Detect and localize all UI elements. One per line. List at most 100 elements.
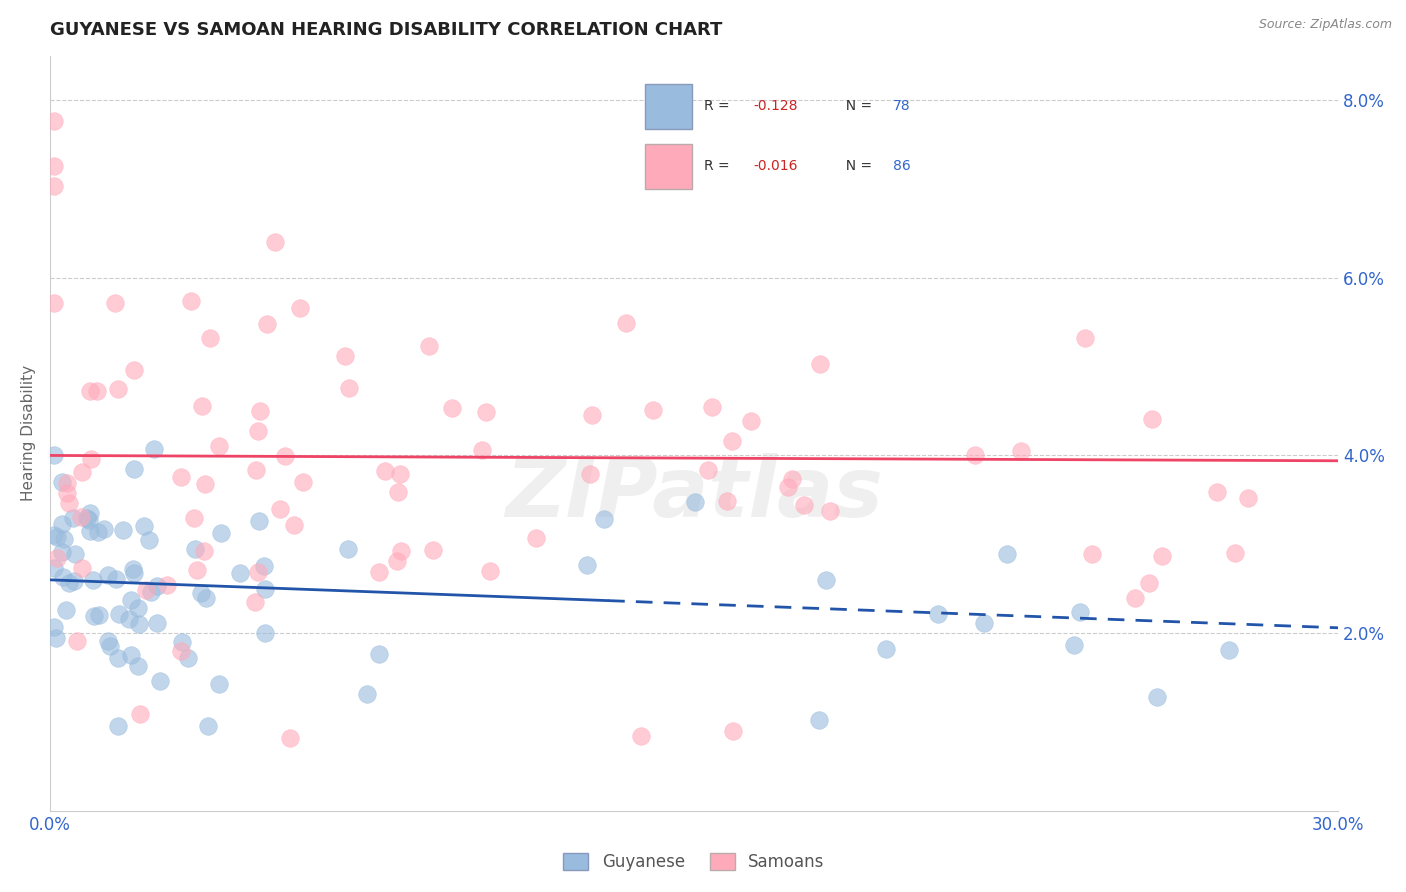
Point — [176, 650, 198, 665]
Point — [793, 498, 815, 512]
Point — [129, 706, 152, 721]
Point — [256, 317, 278, 331]
Point — [995, 547, 1018, 561]
Point — [965, 448, 987, 462]
Point — [1206, 485, 1229, 500]
Point — [42, 449, 65, 463]
Point — [254, 626, 277, 640]
Point — [87, 607, 110, 622]
Point — [475, 404, 498, 418]
Point — [51, 545, 73, 559]
Point — [62, 511, 84, 525]
Point — [592, 512, 614, 526]
Point — [97, 567, 120, 582]
Point — [122, 363, 145, 377]
Point — [721, 434, 744, 449]
Point — [193, 544, 215, 558]
Point — [385, 554, 408, 568]
Point — [139, 584, 162, 599]
Point — [42, 619, 65, 633]
Point — [79, 506, 101, 520]
Point — [1081, 547, 1104, 561]
Point — [283, 518, 305, 533]
Point — [387, 485, 409, 500]
Point — [614, 316, 637, 330]
Point — [288, 301, 311, 315]
Point — [69, 510, 91, 524]
Point — [86, 384, 108, 398]
Point — [1123, 591, 1146, 605]
Point — [72, 561, 94, 575]
Point — [524, 531, 547, 545]
Point — [246, 424, 269, 438]
Point — [973, 616, 995, 631]
Point — [42, 561, 65, 575]
Point — [42, 528, 65, 542]
Point — [1140, 412, 1163, 426]
Point — [45, 631, 67, 645]
Point — [740, 414, 762, 428]
Point — [471, 443, 494, 458]
Point — [120, 593, 142, 607]
Point — [121, 562, 143, 576]
Point — [132, 518, 155, 533]
Point — [122, 566, 145, 581]
Point — [1223, 546, 1246, 560]
Point — [388, 467, 411, 481]
Point — [441, 401, 464, 415]
Point — [1063, 639, 1085, 653]
Point — [180, 293, 202, 308]
Point — [122, 462, 145, 476]
Point — [191, 399, 214, 413]
Point — [79, 513, 101, 527]
Text: GUYANESE VS SAMOAN HEARING DISABILITY CORRELATION CHART: GUYANESE VS SAMOAN HEARING DISABILITY CO… — [49, 21, 723, 39]
Point — [127, 601, 149, 615]
Point — [146, 579, 169, 593]
Point — [1069, 605, 1091, 619]
Point — [292, 475, 315, 489]
Point — [170, 643, 193, 657]
Point — [93, 522, 115, 536]
Point — [1218, 642, 1240, 657]
Point — [198, 331, 221, 345]
Point — [135, 583, 157, 598]
Point — [374, 464, 396, 478]
Point — [478, 564, 501, 578]
Point — [1150, 549, 1173, 563]
Point — [197, 719, 219, 733]
Point — [120, 648, 142, 662]
Point — [194, 476, 217, 491]
Point — [184, 541, 207, 556]
Point — [138, 533, 160, 547]
Point — [685, 495, 707, 509]
Point — [42, 179, 65, 194]
Point — [581, 408, 603, 422]
Point — [172, 635, 194, 649]
Point — [807, 714, 830, 728]
Point — [145, 615, 167, 630]
Point — [170, 469, 193, 483]
Point — [630, 730, 652, 744]
Point — [336, 542, 359, 557]
Point — [55, 603, 77, 617]
Point — [51, 516, 73, 531]
Point — [42, 296, 65, 310]
Point — [579, 467, 602, 481]
Point — [780, 471, 803, 485]
Point — [700, 400, 723, 414]
Point — [190, 585, 212, 599]
Text: Source: ZipAtlas.com: Source: ZipAtlas.com — [1258, 18, 1392, 31]
Point — [716, 494, 738, 508]
Point — [815, 574, 838, 588]
Point — [208, 677, 231, 691]
Point — [249, 404, 271, 418]
Text: ZIPatlas: ZIPatlas — [505, 453, 883, 534]
Point — [107, 607, 129, 621]
Point — [389, 544, 412, 558]
Point — [128, 616, 150, 631]
Point — [875, 641, 897, 656]
Point — [156, 578, 179, 592]
Point — [82, 573, 104, 587]
Legend: Guyanese, Samoans: Guyanese, Samoans — [557, 847, 831, 878]
Point — [76, 511, 98, 525]
